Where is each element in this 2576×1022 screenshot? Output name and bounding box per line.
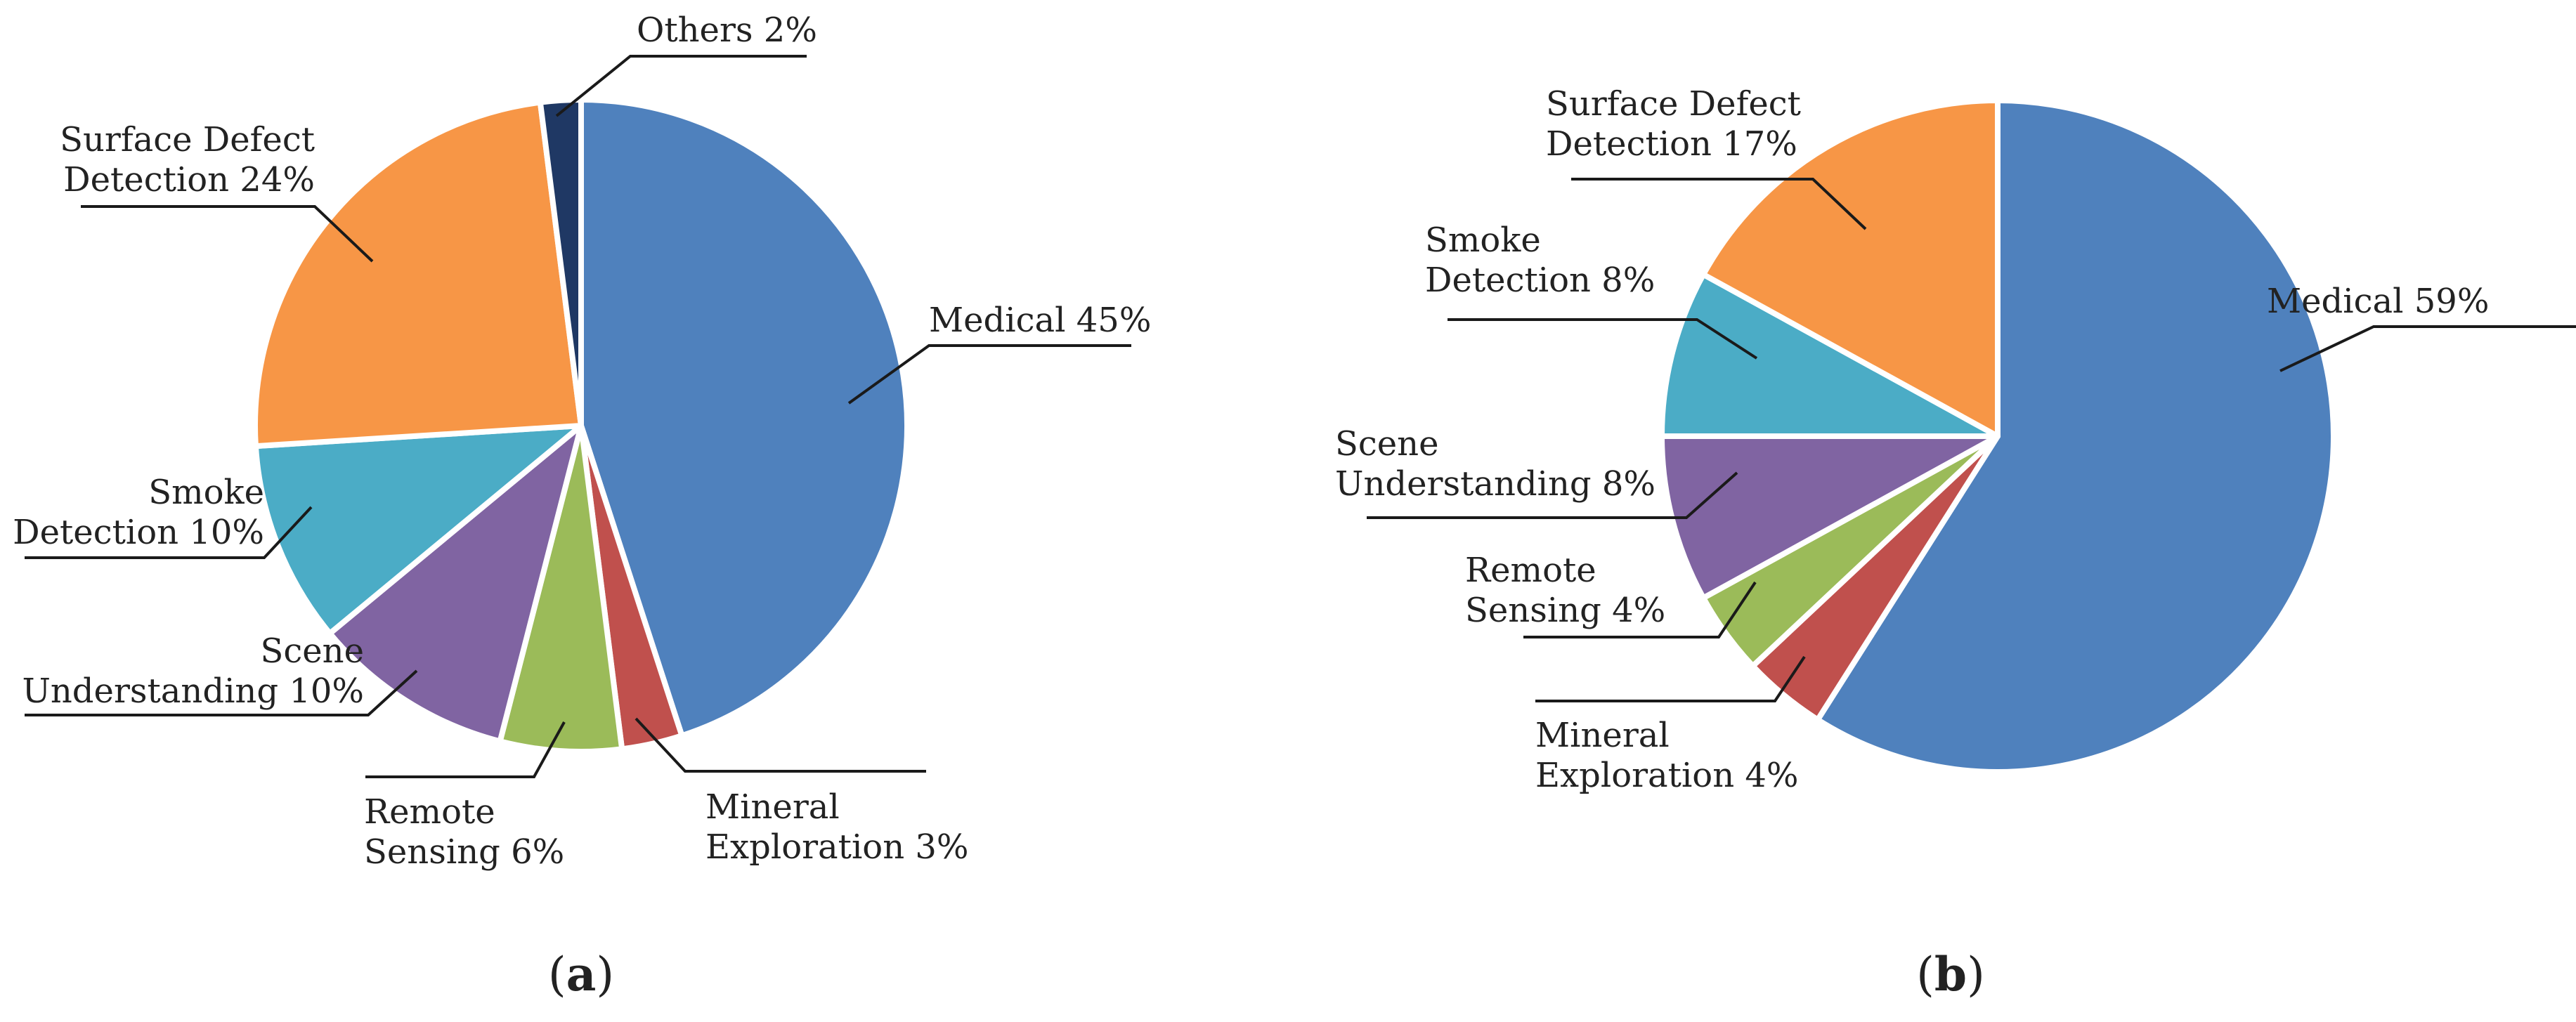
pie-a-slice-others — [537, 97, 584, 428]
pie-a-slice-medical — [578, 97, 910, 739]
pie-a-label-line: Surface Defect — [60, 120, 315, 159]
pie-b-slice-medical — [1814, 98, 2336, 775]
pie-a-label-line: Scene — [261, 631, 365, 671]
pie-b-slice-smoke-detection — [1659, 271, 2001, 439]
pie-b-leader-mineral-exploration — [1535, 655, 1806, 702]
pie-a-leader-smoke-detection — [25, 506, 313, 559]
panel-paren-open: ( — [548, 948, 566, 1002]
pie-b-label-surface-defect-detection: Surface Defect Detection 17% — [1546, 84, 1801, 164]
panel-label-b: (b) — [1916, 947, 1985, 1002]
pie-b-label-line: Smoke — [1425, 221, 1541, 260]
pie-a-label-others: Others 2% — [637, 11, 817, 50]
pie-a-leader-others — [555, 55, 807, 117]
pie-b-label-mineral-exploration: Mineral Exploration 4% — [1535, 716, 1799, 795]
pie-b-label-remote-sensing: Remote Sensing 4% — [1465, 551, 1665, 630]
panel-letter: b — [1934, 947, 1967, 1002]
pie-a-slice-smoke-detection — [252, 423, 584, 636]
pie-a-slice-surface-defect-detection — [252, 99, 584, 450]
pie-b-slice-surface-defect-detection — [1700, 98, 2001, 439]
pie-b-label-medical: Medical 59% — [2267, 282, 2489, 321]
pie-a-label-line: Sensing 6% — [364, 832, 564, 872]
pie-a-label-line: Detection 24% — [63, 160, 315, 199]
pie-b-label-line: Scene — [1335, 424, 1439, 464]
pie-b-leader-smoke-detection — [1448, 318, 1758, 360]
pie-a-label-line: Remote — [364, 792, 495, 832]
pie-b-label-line: Exploration 4% — [1535, 756, 1799, 795]
pie-a-label-line: Exploration 3% — [705, 827, 969, 867]
pie-b-label-line: Detection 17% — [1546, 124, 1797, 164]
pie-b-leader-scene-understanding — [1367, 471, 1738, 519]
pie-b-label-scene-understanding: Scene Understanding 8% — [1335, 424, 1655, 504]
panel-paren-close: ) — [596, 948, 614, 1002]
pie-b-label-line: Detection 8% — [1425, 261, 1655, 300]
pie-chart-b: Medical 59% Mineral Exploration 4% Remote Se… — [1335, 84, 2576, 1002]
pie-a-label-line: Mineral — [705, 787, 840, 827]
panel-label-a: (a) — [548, 947, 614, 1002]
pie-a-label-line: Smoke — [148, 473, 264, 512]
pie-a-label-line: Medical 45% — [929, 301, 1151, 340]
pie-a-label-surface-defect-detection: Surface Defect Detection 24% — [60, 120, 315, 199]
pie-a-slice-scene-understanding — [327, 423, 584, 745]
pie-b-leader-medical — [2279, 325, 2576, 372]
panel-paren-close: ) — [1967, 948, 1985, 1002]
pie-b-slice-scene-understanding — [1659, 433, 2001, 601]
pie-b-leader-remote-sensing — [1523, 581, 1757, 638]
pie-b-label-line: Sensing 4% — [1465, 591, 1665, 630]
pie-a-label-line: Detection 10% — [13, 513, 264, 552]
pie-a-label-scene-understanding: Scene Understanding 10% — [22, 631, 364, 711]
pie-a-label-line: Others 2% — [637, 11, 817, 50]
pie-a-leader-surface-defect-detection — [81, 205, 374, 263]
pie-a-label-line: Understanding 10% — [22, 671, 364, 711]
pie-b-label-smoke-detection: Smoke Detection 8% — [1425, 221, 1655, 300]
panel-letter: a — [566, 947, 597, 1002]
pie-chart-a: Medical 45% Mineral Exploration 3% Remote Se… — [13, 11, 1151, 1002]
pie-a-label-medical: Medical 45% — [929, 301, 1151, 340]
panel-paren-open: ( — [1916, 948, 1934, 1002]
pie-a-leader-scene-understanding — [25, 669, 418, 716]
pie-b-label-line: Medical 59% — [2267, 282, 2489, 321]
pie-a-leader-mineral-exploration — [635, 717, 926, 773]
pie-a-label-smoke-detection: Smoke Detection 10% — [13, 473, 264, 552]
pie-a-label-remote-sensing: Remote Sensing 6% — [364, 792, 564, 872]
pie-b-leader-surface-defect-detection — [1571, 178, 1867, 230]
pie-a-leader-medical — [847, 344, 1131, 405]
pie-a-label-mineral-exploration: Mineral Exploration 3% — [705, 787, 969, 867]
pie-a-slice-remote-sensing — [497, 423, 625, 754]
pie-b-label-line: Surface Defect — [1546, 84, 1801, 124]
pie-b-label-line: Remote — [1465, 551, 1596, 590]
pie-b-label-line: Mineral — [1535, 716, 1670, 755]
pie-b-label-line: Understanding 8% — [1335, 464, 1655, 504]
pie-a-leader-remote-sensing — [365, 721, 566, 778]
